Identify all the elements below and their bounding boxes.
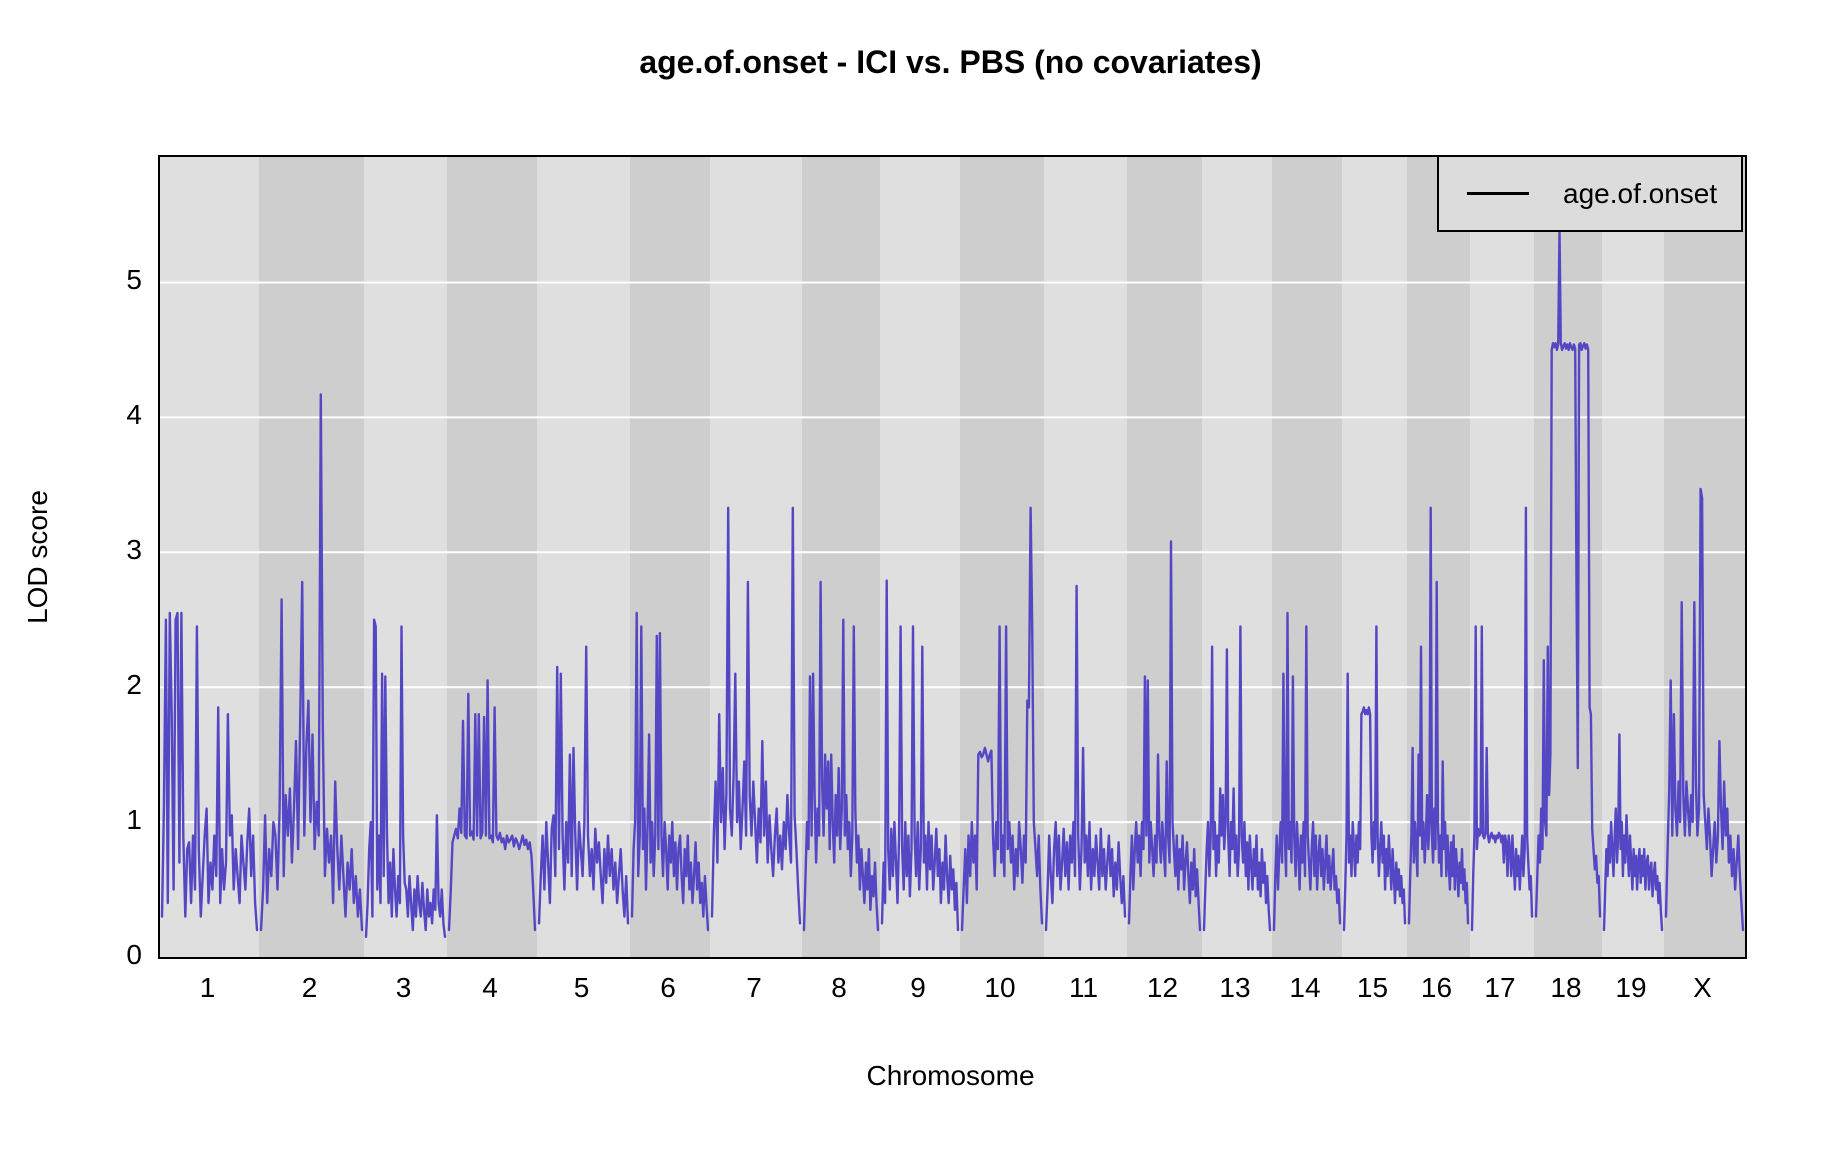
x-tick-chr-8: 8	[831, 972, 847, 1003]
x-tick-chr-4: 4	[482, 972, 498, 1003]
y-axis-label: LOD score	[22, 490, 53, 624]
plot-area	[158, 155, 1747, 959]
lod-curve-chr-15	[1342, 625, 1407, 932]
lod-curve-chr-12	[1127, 540, 1202, 932]
lod-curve-chr-14	[1272, 611, 1342, 932]
lod-curve-chr-16	[1407, 506, 1470, 925]
x-tick-chr-18: 18	[1550, 972, 1582, 1003]
x-tick-chr-3: 3	[395, 972, 412, 1003]
lod-curve-chr-19	[1602, 733, 1664, 932]
y-tick-5: 5	[126, 264, 142, 296]
x-axis-label: Chromosome	[866, 1060, 1035, 1091]
x-tick-chr-14: 14	[1289, 972, 1321, 1003]
y-tick-4: 4	[126, 399, 142, 431]
x-tick-chr-16: 16	[1420, 972, 1453, 1003]
lod-curve-chr-X	[1664, 487, 1745, 932]
lod-curve-chr-5	[537, 645, 630, 925]
lod-curve-chr-3	[364, 618, 447, 938]
x-tick-chr-13: 13	[1219, 972, 1251, 1003]
x-tick-chr-X: X	[1693, 972, 1712, 1003]
lod-curve-chr-8	[802, 580, 880, 932]
lod-curve-chr-17	[1470, 506, 1534, 932]
lod-curve-canvas	[160, 227, 1745, 938]
y-tick-0: 0	[126, 939, 142, 970]
lod-curve-chr-1	[160, 611, 259, 932]
lod-curve-chr-2	[259, 393, 364, 932]
y-tick-1: 1	[126, 804, 142, 836]
lod-curve-chr-4	[447, 679, 537, 932]
x-tick-chr-17: 17	[1484, 972, 1516, 1003]
lod-curve-chr-13	[1202, 625, 1272, 932]
x-tick-chr-9: 9	[910, 972, 926, 1003]
legend-line-icon	[1467, 192, 1529, 195]
legend-entry-label: age.of.onset	[1563, 177, 1718, 209]
lod-curve-chr-7	[710, 506, 802, 925]
x-tick-chr-10: 10	[984, 972, 1016, 1003]
lod-curve-chr-6	[630, 611, 710, 932]
chromosome-band-2	[259, 157, 364, 957]
x-tick-chr-2: 2	[301, 972, 318, 1003]
x-tick-chr-7: 7	[746, 972, 762, 1003]
legend-box: age.of.onset	[1437, 155, 1743, 232]
chromosome-band-11	[1044, 157, 1127, 957]
lod-curve-chr-18	[1534, 227, 1602, 918]
chromosome-band-1	[160, 157, 259, 957]
x-tick-chr-6: 6	[660, 972, 676, 1003]
x-tick-chr-11: 11	[1068, 972, 1099, 1003]
y-tick-2: 2	[126, 669, 142, 701]
x-tick-chr-15: 15	[1356, 972, 1389, 1003]
lod-curve-chr-9	[880, 579, 960, 932]
y-tick-3: 3	[126, 534, 142, 566]
lod-curve-chr-10	[960, 506, 1044, 932]
chart-title: age.of.onset - ICI vs. PBS (no covariate…	[639, 44, 1262, 80]
x-tick-chr-19: 19	[1615, 972, 1647, 1003]
chromosome-band-12	[1127, 157, 1202, 957]
x-tick-chr-1: 1	[199, 972, 216, 1003]
lod-curve-chr-11	[1044, 584, 1127, 932]
x-tick-chr-5: 5	[573, 972, 590, 1003]
x-tick-chr-12: 12	[1146, 972, 1179, 1003]
